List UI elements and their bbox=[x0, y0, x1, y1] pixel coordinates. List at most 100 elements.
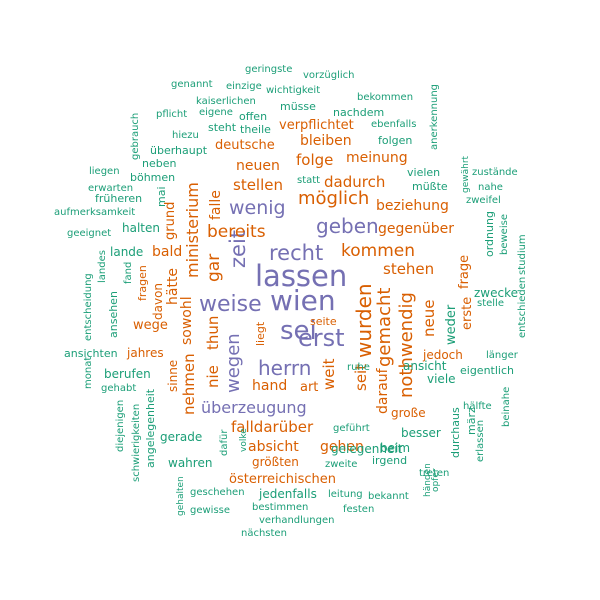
word-jedenfalls: jedenfalls bbox=[259, 487, 317, 501]
word-vielen: vielen bbox=[407, 166, 441, 179]
word-gemacht: gemacht bbox=[374, 287, 395, 367]
word-halten: halten bbox=[122, 221, 160, 235]
word-groessten: größten bbox=[252, 455, 299, 469]
word-ansichten: ansichten bbox=[64, 347, 118, 360]
word-wenig: wenig bbox=[229, 197, 286, 219]
word-gewisse: gewisse bbox=[190, 505, 231, 516]
word-deutsche: deutsche bbox=[215, 138, 275, 153]
word-folge: folge bbox=[296, 151, 334, 169]
word-wichtigkeit: wichtigkeit bbox=[266, 85, 321, 96]
word-wien: wien bbox=[270, 284, 336, 317]
word-haette: hätte bbox=[165, 267, 181, 305]
word-zustaende: zustände bbox=[472, 167, 518, 178]
word-fragen: fragen bbox=[136, 265, 149, 301]
word-stehen: stehen bbox=[383, 260, 435, 278]
word-erwarten: erwarten bbox=[88, 183, 134, 194]
word-muesse: müsse bbox=[280, 100, 316, 113]
word-bereits: bereits bbox=[207, 222, 266, 242]
word-irgend: irgend bbox=[372, 454, 408, 467]
word-nehmen: nehmen bbox=[180, 353, 198, 415]
word-gehalten: gehalten bbox=[176, 476, 186, 516]
word-falle: falle bbox=[208, 190, 224, 220]
word-verhandlungen: verhandlungen bbox=[259, 515, 335, 526]
word-entschieden: entschieden bbox=[517, 276, 528, 338]
word-beweise: beweise bbox=[499, 214, 510, 255]
word-muesste: müßte bbox=[412, 180, 448, 193]
word-gelegenheit: gelegenheit bbox=[331, 442, 403, 456]
word-bekommen: bekommen bbox=[357, 92, 414, 103]
word-grund: grund bbox=[163, 201, 178, 240]
word-festen: festen bbox=[343, 504, 375, 515]
word-entscheidung: entscheidung bbox=[83, 273, 94, 341]
word-weder: weder bbox=[444, 304, 459, 345]
word-verpflichtet: verpflichtet bbox=[279, 118, 354, 133]
word-genannt: genannt bbox=[171, 79, 213, 90]
word-seite: seite bbox=[310, 315, 337, 328]
word-ruhe: ruhe bbox=[347, 362, 370, 373]
word-jahres: jahres bbox=[127, 346, 164, 360]
word-eigentlich: eigentlich bbox=[460, 364, 514, 377]
word-geeignet: geeignet bbox=[67, 228, 112, 239]
word-gegenueber: gegenüber bbox=[378, 221, 455, 237]
word-ministerium: ministerium bbox=[183, 182, 202, 278]
word-hiezu: hiezu bbox=[172, 130, 199, 141]
word-gefuehrt: geführt bbox=[333, 423, 370, 434]
word-kaiserlichen: kaiserlichen bbox=[196, 96, 256, 107]
word-boehmen: böhmen bbox=[130, 171, 176, 184]
word-steht: steht bbox=[208, 121, 237, 134]
word-nachdem: nachdem bbox=[333, 106, 385, 119]
word-gehen: gehen bbox=[320, 439, 364, 455]
word-neben: neben bbox=[142, 157, 177, 170]
word-thun: thun bbox=[204, 315, 222, 350]
word-hand: hand bbox=[252, 378, 288, 394]
word-moeglich: möglich bbox=[298, 188, 370, 209]
word-zweite: zweite bbox=[325, 459, 358, 470]
word-recht: recht bbox=[269, 241, 324, 265]
word-sinne: sinne bbox=[166, 359, 180, 392]
word-haenden: händen bbox=[423, 463, 433, 497]
word-berufen: berufen bbox=[104, 367, 151, 381]
word-beinahe: beinahe bbox=[501, 386, 512, 427]
word-ansehen: ansehen bbox=[107, 291, 120, 338]
word-fand: fand bbox=[123, 261, 134, 284]
word-weise: weise bbox=[199, 292, 262, 317]
word-treten: treten bbox=[419, 468, 450, 479]
word-leitung: leitung bbox=[328, 489, 363, 500]
word-anerkennung: anerkennung bbox=[429, 83, 440, 150]
word-liegt: liegt bbox=[254, 321, 267, 346]
word-pflicht: pflicht bbox=[156, 109, 188, 120]
word-besser: besser bbox=[401, 426, 441, 440]
word-ebenfalls: ebenfalls bbox=[371, 119, 417, 130]
word-aufmerksamkeit: aufmerksamkeit bbox=[54, 207, 136, 218]
word-zwecke: zwecke bbox=[474, 286, 518, 300]
word-oesterreichischen: österreichischen bbox=[229, 472, 337, 487]
word-erlassen: erlassen bbox=[475, 419, 486, 462]
word-statt: statt bbox=[297, 175, 321, 186]
word-ansicht: ansicht bbox=[403, 359, 447, 373]
word-dadurch: dadurch bbox=[324, 173, 386, 191]
word-grosse: große bbox=[391, 406, 426, 420]
word-offen: offen bbox=[239, 110, 268, 123]
word-gehabt: gehabt bbox=[101, 383, 137, 394]
word-kommen: kommen bbox=[341, 241, 415, 261]
word-bestimmen: bestimmen bbox=[252, 502, 309, 513]
word-einzige: einzige bbox=[226, 81, 262, 92]
word-meinung: meinung bbox=[346, 150, 408, 166]
word-bekannt: bekannt bbox=[368, 491, 409, 502]
word-diejenigen: diejenigen bbox=[115, 399, 126, 452]
word-lassen: lassen bbox=[255, 259, 348, 293]
word-frage: frage bbox=[457, 254, 472, 289]
word-durchaus: durchaus bbox=[449, 407, 462, 458]
word-gebrauch: gebrauch bbox=[130, 112, 141, 160]
word-absicht: absicht bbox=[248, 439, 299, 455]
word-frueheren: früheren bbox=[95, 192, 143, 205]
word-wege: wege bbox=[133, 318, 168, 333]
word-nie: nie bbox=[204, 365, 222, 388]
word-ueberzeugung: überzeugung bbox=[201, 398, 307, 417]
word-laenger: länger bbox=[486, 350, 518, 361]
word-dafuer: dafür bbox=[219, 429, 230, 456]
word-weit: weit bbox=[320, 358, 338, 390]
word-darauf: darauf bbox=[375, 368, 391, 414]
word-naechsten: nächsten bbox=[241, 528, 287, 539]
